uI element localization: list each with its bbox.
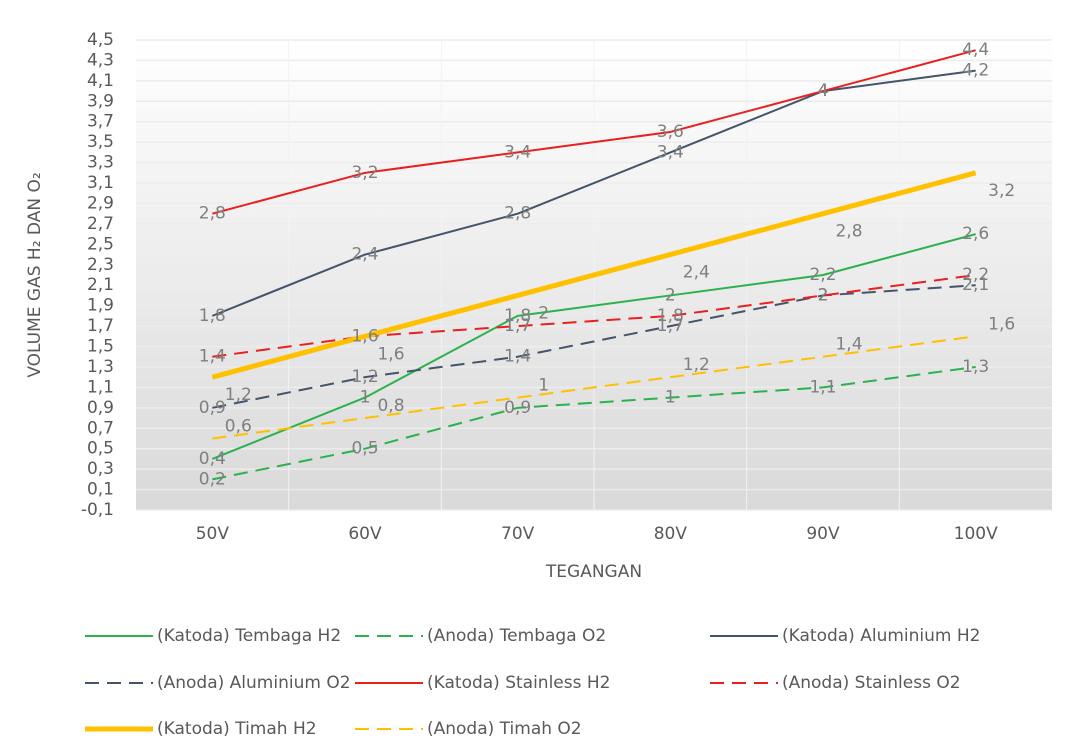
series-line [212,335,976,440]
data-label: 1 [538,376,549,396]
data-label: 2 [818,285,829,305]
y-tick-label: 2,9 [87,193,114,213]
y-tick-label: 4,5 [87,30,114,50]
x-axis-title: TEGANGAN [545,562,642,582]
data-label: 4,2 [962,61,989,81]
y-tick-label: -0,1 [81,500,114,520]
data-label: 1,2 [683,355,710,375]
x-tick-label: 80V [654,524,688,544]
data-label: 4 [818,81,829,101]
series-line [212,274,976,358]
data-label: 2,8 [835,222,862,242]
legend-label: (Katoda) Timah H2 [157,719,317,739]
y-tick-label: 1,3 [87,357,114,377]
series-line [212,49,976,215]
data-label: 0,4 [199,449,226,469]
legend-label: (Katoda) Tembaga H2 [157,626,341,646]
data-label: 1,8 [199,306,226,326]
y-tick-label: 0,1 [87,480,114,500]
data-label: 0,5 [351,439,378,459]
data-label: 1,4 [504,347,531,367]
y-tick-label: 3,5 [87,132,114,152]
series-line [212,284,976,409]
y-tick-label: 0,5 [87,439,114,459]
y-tick-label: 3,1 [87,173,114,193]
data-label: 2,6 [962,224,989,244]
data-label: 1,8 [657,306,684,326]
data-label: 2 [538,303,549,323]
data-label: 3,6 [657,122,684,142]
data-label: 1,6 [988,314,1015,334]
series-line [211,170,977,380]
data-label: 0,6 [225,416,252,436]
data-label: 1,6 [351,326,378,346]
data-label: 1,7 [504,316,531,336]
data-label: 1,4 [835,335,862,355]
data-label: 2,2 [809,265,836,285]
data-label: 2,4 [351,245,378,265]
y-tick-label: 0,9 [87,398,114,418]
data-label: 3,4 [504,142,531,162]
y-tick-label: 2,1 [87,275,114,295]
data-label: 1,1 [809,377,836,397]
data-label: 1,2 [225,385,252,405]
data-label: 2,2 [962,265,989,285]
data-label: 3,2 [988,181,1015,201]
data-label: 1,6 [377,344,404,364]
legend-label: (Anoda) Stainless O2 [782,673,961,693]
y-tick-label: 0,3 [87,459,114,479]
series-line [211,233,976,460]
data-label: 0,8 [377,396,404,416]
x-tick-label: 50V [196,524,230,544]
y-tick-label: 2,5 [87,234,114,254]
data-label: 1 [360,388,371,408]
y-tick-label: 0,7 [87,418,114,438]
y-tick-label: 2,7 [87,214,114,234]
data-label: 2,4 [683,263,710,283]
x-tick-label: 90V [806,524,840,544]
data-label: 1,7 [657,316,684,336]
y-tick-label: 1,9 [87,296,114,316]
legend-label: (Anoda) Tembaga O2 [427,626,606,646]
y-tick-label: 1,5 [87,337,114,357]
y-tick-label: 3,9 [87,91,114,111]
data-label: 1,4 [199,347,226,367]
y-tick-label: 1,7 [87,316,114,336]
data-label: 2 [665,285,676,305]
series-line [212,365,976,481]
data-label: 2,1 [962,275,989,295]
y-tick-label: 2,3 [87,255,114,275]
data-label: 0,9 [199,398,226,418]
data-label: 0,9 [504,398,531,418]
legend-label: (Anoda) Aluminium O2 [157,673,351,693]
legend-label: (Katoda) Stainless H2 [427,673,610,693]
y-tick-label: 1,1 [87,377,114,397]
data-label: 3,2 [351,163,378,183]
y-tick-label: 3,3 [87,153,114,173]
data-label: 1,3 [962,357,989,377]
legend-label: (Anoda) Timah O2 [427,719,582,739]
data-label: 4 [818,81,829,101]
data-label: 1,8 [504,306,531,326]
data-label: 2,8 [199,204,226,224]
legend-label: (Katoda) Aluminium H2 [782,626,980,646]
y-axis-title: VOLUME GAS H₂ DAN O₂ [25,172,45,377]
x-tick-label: 70V [501,524,535,544]
y-tick-label: 4,1 [87,71,114,91]
data-label: 3,4 [657,142,684,162]
data-label: 2 [818,285,829,305]
data-label: 2,8 [504,204,531,224]
y-tick-label: 3,7 [87,112,114,132]
data-label: 1,2 [351,367,378,387]
x-tick-label: 100V [954,524,998,544]
y-tick-label: 4,3 [87,50,114,70]
data-label: 4,4 [962,40,989,60]
data-label: 1 [665,388,676,408]
series-line [211,69,976,317]
x-tick-label: 60V [348,524,382,544]
data-label: 0,2 [199,469,226,489]
